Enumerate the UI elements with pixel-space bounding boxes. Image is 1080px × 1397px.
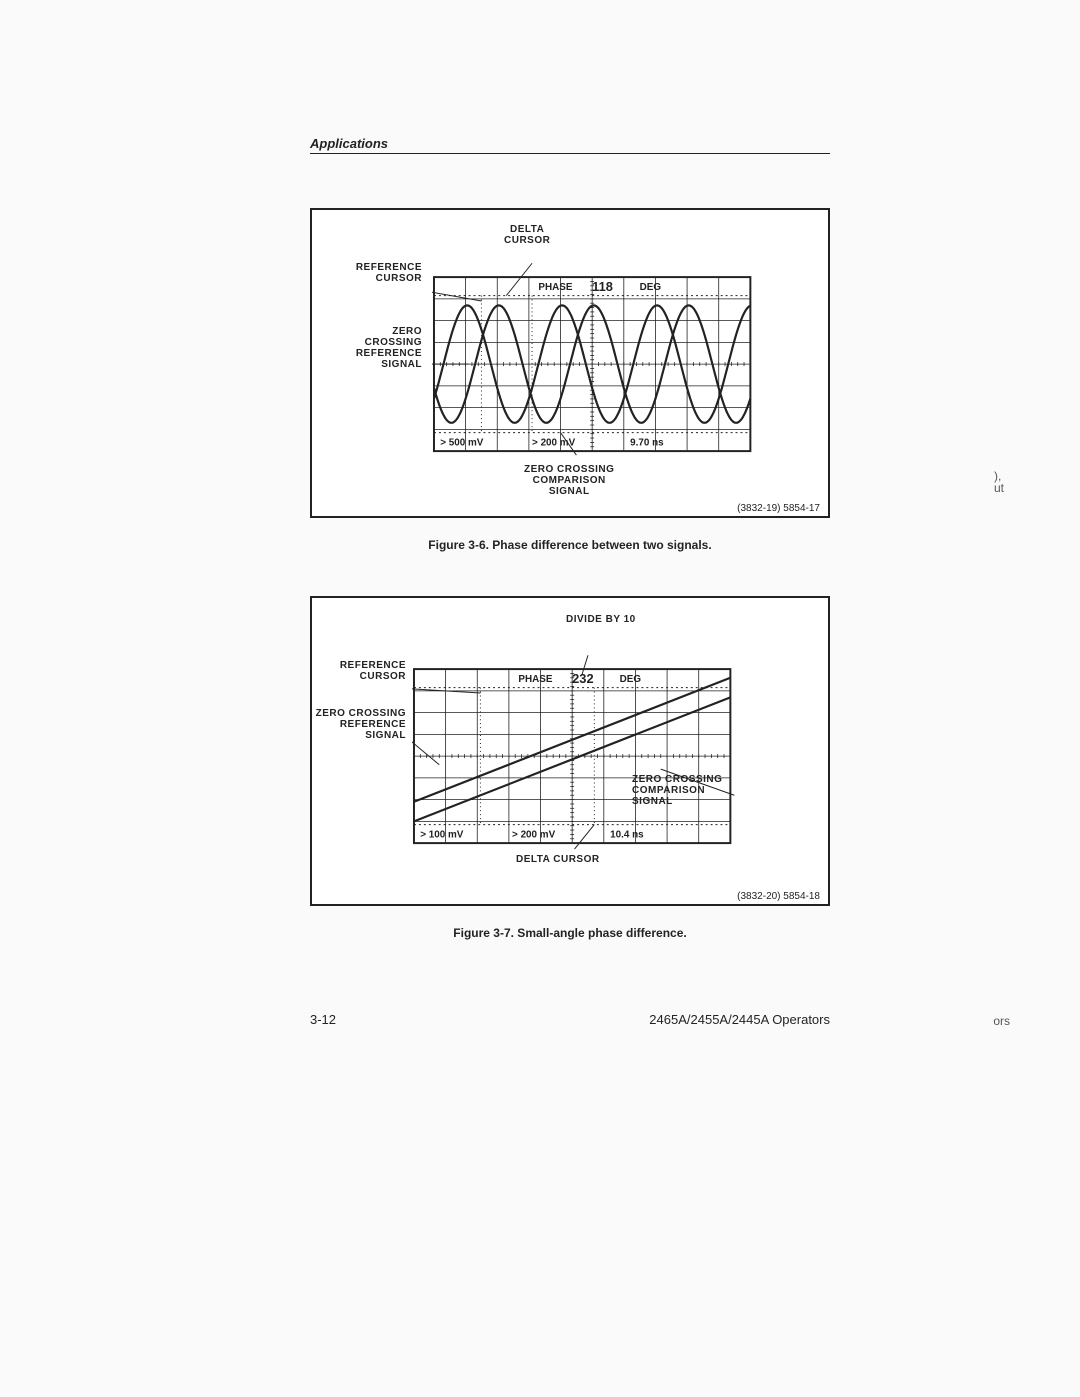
svg-text:> 200 mV: > 200 mV [532,438,576,449]
label-delta-cursor: DELTACURSOR [504,224,550,246]
figure-3-6-caption: Figure 3-6. Phase difference between two… [310,538,830,552]
label-zero-xing-ref: ZEROCROSSINGREFERENCESIGNAL [332,326,422,370]
page-content: Applications PHASE 118 DEG > 500 mV > 200 mV… [310,136,830,984]
figure-3-7-caption: Figure 3-7. Small-angle phase difference… [310,926,830,940]
label-delta-cursor-2: DELTA CURSOR [516,854,600,865]
figure-3-6-box: PHASE 118 DEG > 500 mV > 200 mV 9.70 ns DELTA… [310,208,830,518]
svg-text:PHASE: PHASE [518,674,552,685]
label-zero-xing-cmp: ZERO CROSSINGCOMPARISONSIGNAL [524,464,614,497]
scope-screen-1: PHASE 118 DEG > 500 mV > 200 mV 9.70 ns [432,258,782,493]
label-reference-cursor: REFERENCECURSOR [332,262,422,284]
svg-text:DEG: DEG [640,282,662,293]
section-header: Applications [310,136,830,154]
page-number: 3-12 [310,1012,336,1027]
figure-3-7-box: PHASE 232 DEG > 100 mV > 200 mV 10.4 ns DIVID… [310,596,830,906]
figure-2-catalog-no: (3832-20) 5854-18 [737,891,820,902]
margin-note-top: ),ut [994,470,1004,494]
svg-text:10.4 ns: 10.4 ns [610,830,644,841]
scope-screen-2: PHASE 232 DEG > 100 mV > 200 mV 10.4 ns [412,650,762,885]
svg-text:DEG: DEG [620,674,642,685]
svg-text:PHASE: PHASE [538,282,572,293]
label-divide-by-10: DIVIDE BY 10 [566,614,636,625]
margin-note-ors: ors [993,1014,1010,1028]
label-zero-xing-cmp-2: ZERO CROSSINGCOMPARISONSIGNAL [632,774,742,807]
svg-text:> 100 mV: > 100 mV [420,830,464,841]
svg-text:> 200 mV: > 200 mV [512,830,556,841]
svg-text:9.70 ns: 9.70 ns [630,438,664,449]
svg-text:232: 232 [572,671,593,686]
label-reference-cursor-2: REFERENCECURSOR [316,660,406,682]
svg-text:118: 118 [592,279,613,294]
label-zero-xing-ref-2: ZERO CROSSINGREFERENCESIGNAL [300,708,406,741]
svg-text:> 500 mV: > 500 mV [440,438,484,449]
manual-reference: 2465A/2455A/2445A Operators [649,1012,830,1027]
figure-1-catalog-no: (3832-19) 5854-17 [737,503,820,514]
